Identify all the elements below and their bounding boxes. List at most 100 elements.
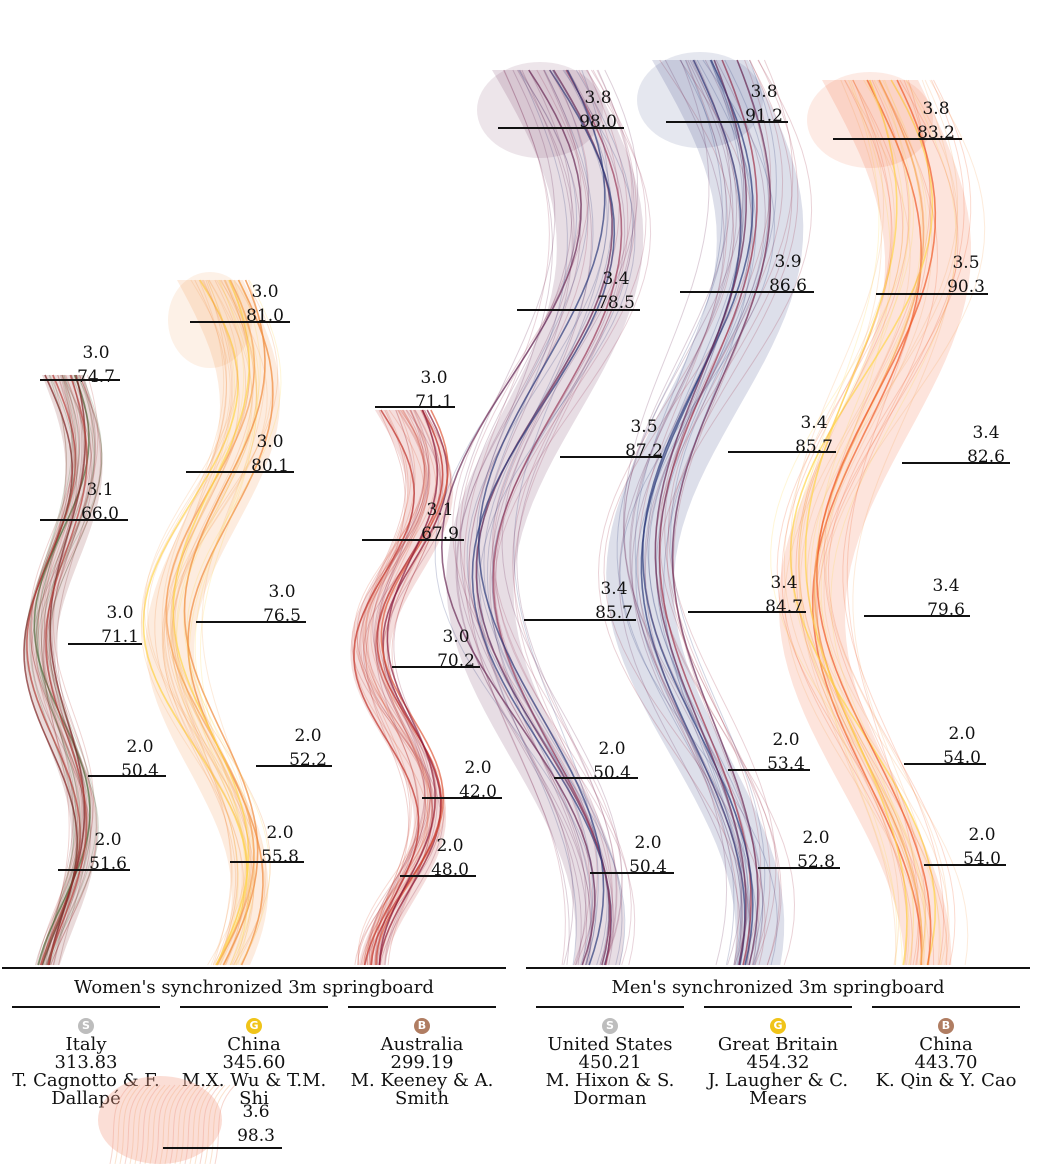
ribbon-strand bbox=[374, 409, 419, 966]
dive-dd-label: 3.8 bbox=[922, 99, 949, 119]
dive-dd-label: 3.4 bbox=[602, 269, 629, 289]
team-total: 450.21 bbox=[578, 1052, 642, 1073]
team-total: 299.19 bbox=[390, 1052, 454, 1073]
ribbon-strand bbox=[658, 59, 758, 966]
team-total: 443.70 bbox=[914, 1052, 978, 1073]
ribbon-body bbox=[606, 60, 804, 965]
ribbon-strand bbox=[35, 374, 79, 966]
ribbon-strand bbox=[48, 374, 87, 966]
ribbons-layer bbox=[23, 52, 986, 966]
ribbon-head bbox=[637, 52, 763, 148]
ribbon-strand bbox=[664, 59, 772, 966]
team-country: Italy bbox=[65, 1034, 107, 1055]
ribbon-strand bbox=[814, 79, 903, 966]
ribbon-strand bbox=[797, 79, 898, 966]
team-divers: T. Cagnotto & F. Dallapé bbox=[12, 1070, 160, 1109]
ribbon-strand bbox=[616, 59, 742, 966]
dive-dd-label: 2.0 bbox=[294, 726, 321, 746]
ribbon-strand bbox=[31, 374, 93, 966]
ribbon-strand bbox=[516, 69, 635, 966]
ribbon-strand bbox=[43, 374, 85, 966]
ribbon-strand bbox=[47, 374, 84, 966]
ribbon-strand bbox=[362, 409, 426, 966]
ribbon-strand bbox=[373, 409, 429, 966]
ribbon-strand bbox=[666, 59, 799, 966]
dive-dd-label: 3.4 bbox=[600, 579, 627, 599]
bronze-medal-icon: B bbox=[938, 1018, 954, 1034]
ribbon-strand bbox=[667, 59, 794, 966]
team-divers: M. Hixon & S. Dorman bbox=[545, 1070, 675, 1109]
ribbon-strand bbox=[654, 59, 793, 966]
dive-score-label: 74.7 bbox=[77, 367, 115, 387]
ribbon-strand bbox=[28, 374, 81, 966]
ribbon-strand bbox=[452, 69, 598, 966]
dive-dd-label: 3.8 bbox=[584, 88, 611, 108]
ribbon-head bbox=[477, 62, 603, 158]
ribbon-head bbox=[168, 272, 252, 368]
dive-dd-label: 3.8 bbox=[750, 82, 777, 102]
ribbon-strand bbox=[623, 59, 752, 966]
ribbon-strand bbox=[852, 79, 957, 966]
ribbon-strand bbox=[637, 59, 739, 966]
dive-score-label: 71.1 bbox=[415, 392, 453, 412]
dive-dd-label: 3.5 bbox=[630, 417, 657, 437]
ribbon-strand bbox=[37, 374, 79, 966]
ribbon-strand bbox=[48, 374, 103, 966]
ribbon-strand bbox=[163, 279, 239, 966]
silver-medal-icon: S bbox=[78, 1018, 94, 1034]
ribbon-strand bbox=[43, 374, 78, 966]
ribbon-strand bbox=[378, 409, 449, 966]
ribbon-strand bbox=[187, 279, 274, 966]
ribbon-strand bbox=[56, 374, 96, 966]
ribbon-strand bbox=[455, 69, 591, 966]
silver-medal-icon: S bbox=[602, 1018, 618, 1034]
ribbon-strand bbox=[374, 409, 430, 966]
ribbon-strand bbox=[186, 279, 282, 966]
team-country: Australia bbox=[380, 1034, 464, 1055]
dive-dd-label: 2.0 bbox=[634, 833, 661, 853]
ribbon-strand bbox=[363, 409, 412, 966]
ribbon-head bbox=[807, 72, 933, 168]
dive-dd-label: 3.9 bbox=[774, 252, 801, 272]
ribbon-strand bbox=[172, 279, 232, 966]
ribbon-5 bbox=[770, 72, 986, 966]
ribbon-strand bbox=[379, 409, 437, 966]
dive-score-label: 71.1 bbox=[101, 627, 139, 647]
ribbon-strand bbox=[165, 279, 256, 966]
ribbon-2 bbox=[350, 409, 454, 966]
dive-dd-label: 3.0 bbox=[106, 603, 133, 623]
dive-dd-label: 3.4 bbox=[972, 423, 999, 443]
gold-medal-icon: G bbox=[770, 1018, 786, 1034]
ribbon-strand bbox=[658, 59, 813, 966]
ribbon-strand bbox=[475, 69, 594, 966]
ribbon-strand bbox=[492, 69, 620, 966]
ribbon-4 bbox=[597, 52, 813, 966]
ribbon-strand bbox=[494, 69, 652, 966]
ribbon-strand bbox=[476, 69, 577, 966]
ribbon-strand bbox=[353, 409, 429, 966]
dive-dd-label: 2.0 bbox=[598, 739, 625, 759]
team-total: 313.83 bbox=[54, 1052, 118, 1073]
ribbon-strand bbox=[377, 409, 431, 966]
ribbon-strand bbox=[495, 69, 647, 966]
ribbon-strand bbox=[804, 79, 908, 966]
ribbon-strand bbox=[454, 69, 574, 966]
ribbon-strand bbox=[143, 279, 247, 966]
gold-medal-icon: G bbox=[246, 1018, 262, 1034]
ribbon-strand bbox=[356, 409, 433, 966]
ribbon-strand bbox=[171, 279, 273, 966]
ribbon-strand bbox=[641, 59, 754, 966]
ribbon-1 bbox=[140, 272, 282, 966]
ribbon-strand bbox=[365, 409, 410, 966]
ribbon-strand bbox=[671, 59, 772, 966]
ribbon-strand bbox=[362, 409, 431, 966]
event-axes: Women's synchronized 3m springboard Men'… bbox=[2, 967, 1030, 1008]
team-total: 345.60 bbox=[222, 1052, 286, 1073]
ribbon-strand bbox=[172, 279, 246, 966]
dive-score-label: 85.7 bbox=[795, 437, 833, 457]
ribbon-strand bbox=[629, 59, 748, 966]
ribbon-strand bbox=[165, 279, 252, 966]
ribbon-strand bbox=[492, 69, 623, 966]
ribbon-strand bbox=[375, 409, 426, 966]
